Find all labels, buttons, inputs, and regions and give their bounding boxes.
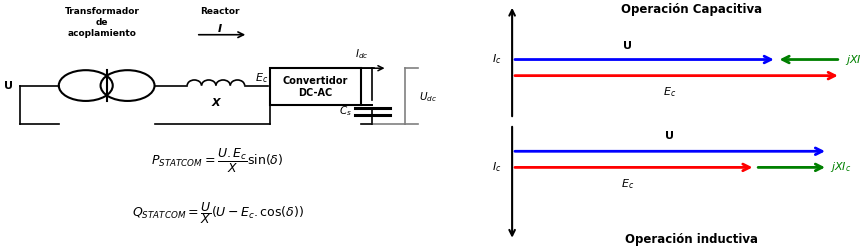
Text: X: X	[211, 98, 220, 108]
Text: de: de	[96, 18, 108, 27]
Text: $I_{dc}$: $I_{dc}$	[354, 47, 368, 61]
Text: Convertidor
DC-AC: Convertidor DC-AC	[282, 76, 348, 98]
Text: Operación inductiva: Operación inductiva	[624, 233, 757, 246]
Text: $U_{dc}$: $U_{dc}$	[418, 90, 437, 104]
Text: $E_c$: $E_c$	[620, 177, 633, 191]
Text: U: U	[665, 131, 673, 141]
Text: U: U	[4, 81, 13, 91]
Text: $C_s$: $C_s$	[338, 105, 351, 119]
Bar	[269, 68, 361, 105]
Text: $I_c$: $I_c$	[492, 160, 501, 174]
Text: $E_c$: $E_c$	[254, 71, 268, 85]
Text: I: I	[218, 24, 221, 33]
Text: acoplamiento: acoplamiento	[68, 29, 137, 38]
Text: U: U	[623, 41, 631, 51]
Text: $jXI_c$: $jXI_c$	[844, 53, 861, 66]
Text: $P_{STATCOM} = \dfrac{U.E_c}{X}\sin(\delta)$: $P_{STATCOM} = \dfrac{U.E_c}{X}\sin(\del…	[152, 147, 283, 175]
Text: $I_c$: $I_c$	[492, 53, 501, 66]
Text: Operación Capacitiva: Operación Capacitiva	[620, 3, 761, 16]
Text: $E_c$: $E_c$	[663, 86, 676, 99]
Text: $jXI_c$: $jXI_c$	[829, 160, 851, 174]
Text: $Q_{STATCOM} = \dfrac{U}{X}\left(U - E_c.\cos(\delta)\right)$: $Q_{STATCOM} = \dfrac{U}{X}\left(U - E_c…	[132, 200, 303, 226]
Text: Transformador: Transformador	[65, 7, 139, 16]
Text: Reactor: Reactor	[200, 7, 239, 16]
